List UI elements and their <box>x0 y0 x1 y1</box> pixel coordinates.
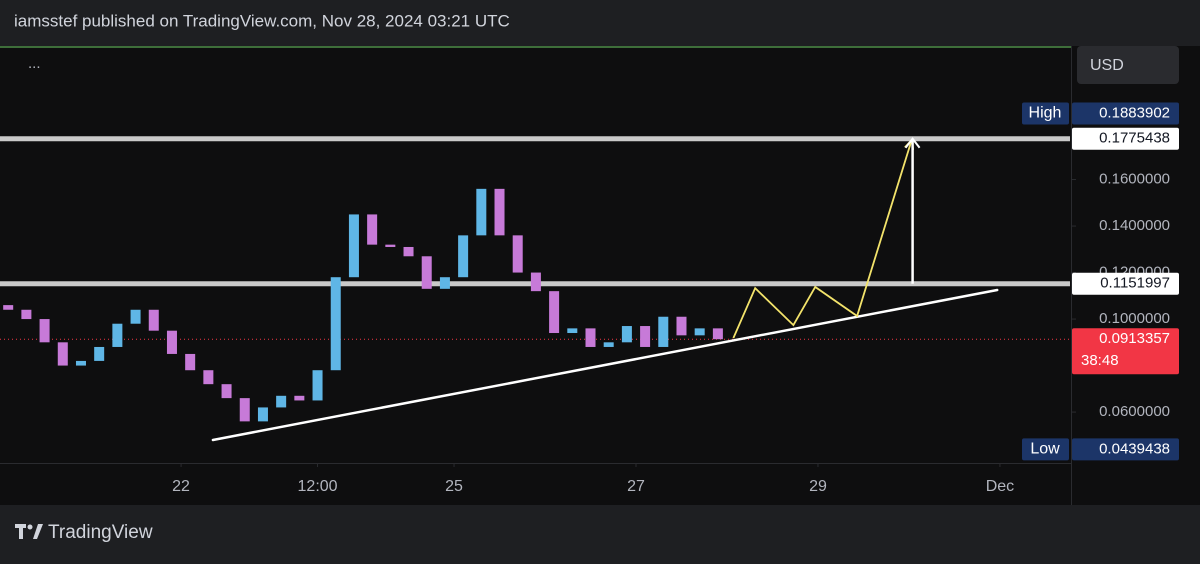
plot <box>0 136 1070 442</box>
candle-body <box>221 384 232 399</box>
candle-body <box>585 328 596 347</box>
high-value-box <box>1072 102 1179 125</box>
candle-body <box>39 319 50 343</box>
candle-body <box>658 316 669 347</box>
brand-logo <box>15 524 43 539</box>
candle-body <box>330 277 341 371</box>
candle-body <box>367 214 378 245</box>
x-tick-label: 29 <box>809 478 827 495</box>
candle-body <box>403 246 414 257</box>
last-price: 0.0913357 <box>1099 330 1170 347</box>
candle-body <box>494 188 505 236</box>
target-arrowhead <box>904 137 921 149</box>
brand-name: TradingView <box>48 522 153 543</box>
low-value-box <box>1072 438 1179 461</box>
candle-body <box>75 360 86 366</box>
countdown: 38:48 <box>1081 352 1119 369</box>
candle-body <box>185 353 196 371</box>
candle-body <box>112 323 123 347</box>
candle-body <box>3 305 14 310</box>
low-name: Low <box>1030 441 1060 458</box>
low-name-box <box>1022 438 1069 461</box>
last-price-box <box>1072 328 1179 375</box>
candle-body <box>57 342 68 366</box>
level-label: 0.1775438 <box>1099 130 1170 147</box>
candle-body <box>276 395 287 408</box>
publish-title: iamsstef published on TradingView.com, N… <box>14 11 510 30</box>
candle-body <box>712 328 723 340</box>
currency-label[interactable]: USD <box>1090 57 1124 74</box>
projection-path <box>732 139 913 339</box>
candle-body <box>439 277 450 289</box>
candle-body <box>458 235 469 278</box>
candle-body <box>385 244 396 247</box>
level-label: 0.1151997 <box>1100 275 1170 292</box>
x-tick-label: Dec <box>986 478 1014 495</box>
time-axis <box>0 463 1071 505</box>
candle-body <box>294 395 305 401</box>
chart-pane <box>0 46 1071 463</box>
candle-body <box>676 316 687 336</box>
candle-body <box>239 398 250 422</box>
level-label-box <box>1072 272 1179 295</box>
menu-dots[interactable]: ... <box>28 55 41 72</box>
x-tick-label: 27 <box>627 478 645 495</box>
candle-body <box>530 272 541 292</box>
candle-body <box>621 326 632 343</box>
candle-body <box>166 330 177 354</box>
candle-body <box>348 214 359 278</box>
trendline <box>211 288 999 442</box>
candle-body <box>549 291 560 334</box>
high-value: 0.1883902 <box>1099 104 1170 121</box>
candle-body <box>130 309 141 324</box>
candle-body <box>640 326 651 347</box>
level-label-box <box>1072 127 1179 150</box>
y-tick-label: 0.0600000 <box>1099 403 1170 420</box>
candle-body <box>257 407 268 422</box>
candle-body <box>148 309 159 331</box>
currency-button[interactable] <box>1077 46 1179 84</box>
candle-body <box>421 256 432 289</box>
high-name-box <box>1022 102 1069 125</box>
y-tick-label: 0.1400000 <box>1099 217 1170 234</box>
candle-body <box>203 370 214 385</box>
x-tick-label: 25 <box>445 478 463 495</box>
y-tick-label: 0.1000000 <box>1099 310 1170 327</box>
low-value: 0.0439438 <box>1099 440 1170 457</box>
candle-body <box>476 188 487 236</box>
high-name: High <box>1029 105 1062 122</box>
x-tick-label: 12:00 <box>298 478 338 495</box>
candle-body <box>94 346 105 361</box>
x-tick-label: 22 <box>172 478 190 495</box>
candle-body <box>21 309 32 320</box>
candle-body <box>603 342 614 347</box>
y-tick-label: 0.1600000 <box>1099 171 1170 188</box>
candle-body <box>312 370 323 401</box>
candle-body <box>512 235 523 273</box>
axis-layer: 0.16000000.14000000.12000000.10000000.06… <box>172 102 1179 495</box>
candle-body <box>694 328 705 336</box>
candle-body <box>567 328 578 334</box>
